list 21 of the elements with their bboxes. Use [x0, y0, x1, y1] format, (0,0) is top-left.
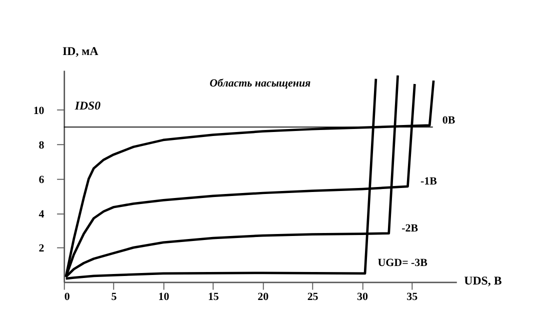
x-tick-label: 0	[64, 290, 70, 303]
x-tick-label: 30	[357, 290, 368, 303]
y-tick-label: 6	[38, 174, 45, 186]
ref-line-label: IDS0	[74, 98, 101, 113]
y-tick-label: 8	[38, 139, 45, 152]
x-tick-label: 5	[111, 290, 118, 303]
y-tick-label: 2	[38, 242, 44, 255]
y-tick-label: 4	[38, 208, 45, 220]
series-label: -1В	[420, 176, 437, 188]
x-tick-label: 25	[307, 290, 319, 303]
series-label: UGD= -3В	[378, 257, 428, 270]
annotation: Область насыщения	[210, 78, 312, 90]
y-tick-label: 10	[33, 104, 45, 117]
series-label: 0В	[442, 114, 456, 127]
x-tick-label: 15	[208, 290, 220, 303]
x-tick-label: 10	[158, 290, 170, 303]
y-axis-title: ID, мА	[62, 44, 99, 58]
x-axis-title: UDS, В	[464, 273, 502, 288]
x-tick-label: 20	[258, 290, 270, 303]
series-label: -2В	[402, 222, 418, 234]
x-tick-label: 35	[406, 290, 418, 303]
